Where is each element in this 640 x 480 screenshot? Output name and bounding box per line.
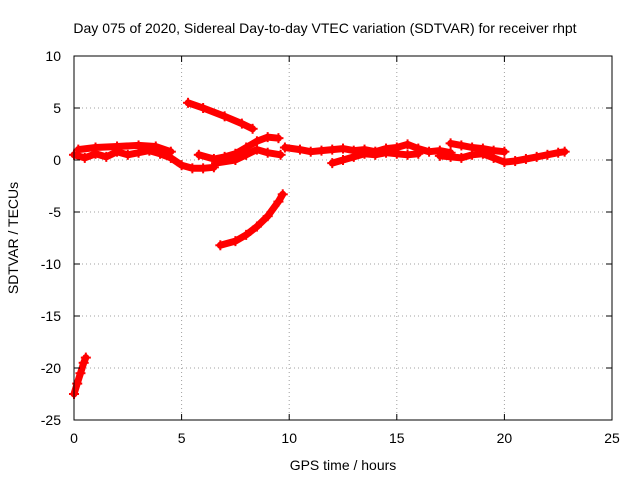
data-point (316, 145, 327, 156)
data-point (488, 145, 499, 156)
tick-layer: 0 5 10 15 20 25 -25 -20 -15 -10 -5 0 5 10 (41, 48, 620, 446)
data-point (262, 132, 273, 143)
data-point (445, 151, 456, 162)
y-tick-label: -10 (41, 256, 61, 272)
chart-title: Day 075 of 2020, Sidereal Day-to-day VTE… (73, 20, 576, 36)
x-tick-label: 0 (70, 430, 78, 446)
data-point (73, 144, 84, 155)
data-point (413, 148, 424, 159)
data-point (211, 158, 222, 169)
data-point (348, 151, 359, 162)
x-tick-label: 20 (497, 430, 513, 446)
data-point (230, 155, 241, 165)
data-point (122, 149, 133, 160)
data-point (327, 144, 338, 155)
data-point (273, 133, 284, 144)
data-point (198, 163, 209, 174)
data-point (112, 141, 123, 152)
data-point (520, 153, 531, 164)
data-point (391, 148, 402, 159)
y-tick-label: -20 (41, 360, 61, 376)
data-point (275, 149, 286, 160)
data-point (90, 142, 101, 153)
data-point (219, 111, 230, 122)
series-track-08 (281, 140, 455, 157)
plot-frame (73, 55, 613, 421)
data-point (402, 139, 413, 150)
y-tick-label: 10 (45, 48, 61, 64)
data-point (370, 149, 381, 160)
data-point (101, 151, 112, 162)
y-tick-label: -15 (41, 308, 61, 324)
data-point (262, 147, 273, 158)
data-point (559, 146, 570, 157)
x-tick-label: 15 (389, 430, 405, 446)
data-point (183, 97, 194, 108)
x-tick-label: 10 (281, 430, 297, 446)
series-track-07 (216, 190, 287, 249)
data-point (78, 357, 89, 368)
data-point (499, 157, 510, 168)
series-layer (69, 97, 570, 399)
data-point (531, 151, 542, 162)
data-point (247, 123, 258, 134)
y-tick-label: -5 (49, 204, 62, 220)
data-point (193, 149, 204, 160)
y-tick-label: 5 (53, 100, 61, 116)
data-point (262, 211, 273, 222)
data-point (251, 221, 262, 232)
data-point (230, 236, 241, 247)
data-point (176, 160, 187, 171)
data-point (198, 103, 209, 113)
data-point (165, 146, 176, 157)
data-point (294, 144, 305, 155)
data-point (215, 240, 226, 251)
data-point (277, 189, 288, 200)
data-point (236, 118, 247, 129)
data-point (241, 229, 252, 240)
data-point (477, 143, 488, 154)
data-point (359, 148, 370, 159)
data-point (381, 147, 392, 158)
data-point (279, 142, 290, 153)
data-point (75, 368, 86, 379)
data-point (305, 146, 316, 157)
data-point (273, 196, 284, 207)
data-point (456, 140, 467, 151)
data-point (251, 144, 262, 155)
data-point (445, 138, 456, 149)
data-point (499, 146, 510, 157)
data-point (133, 140, 144, 151)
data-point (187, 163, 198, 174)
grid-layer (74, 56, 612, 420)
data-point (510, 156, 521, 167)
x-tick-label: 5 (178, 430, 186, 446)
x-axis-label: GPS time / hours (290, 457, 397, 473)
data-point (553, 147, 564, 158)
y-tick-label: 0 (53, 152, 61, 168)
data-point (338, 143, 348, 154)
data-point (150, 141, 161, 152)
x-tick-label: 25 (604, 430, 620, 446)
data-point (542, 149, 553, 160)
data-point (434, 150, 445, 161)
y-axis-label: SDTVAR / TECUs (5, 182, 21, 294)
y-tick-label: -25 (41, 412, 61, 428)
data-point (80, 352, 91, 363)
data-point (456, 152, 467, 163)
data-point (241, 149, 252, 160)
data-point (338, 155, 348, 165)
data-point (467, 142, 478, 153)
data-point (402, 149, 413, 160)
data-point (79, 152, 90, 163)
data-point (327, 158, 338, 169)
data-point (424, 146, 435, 157)
